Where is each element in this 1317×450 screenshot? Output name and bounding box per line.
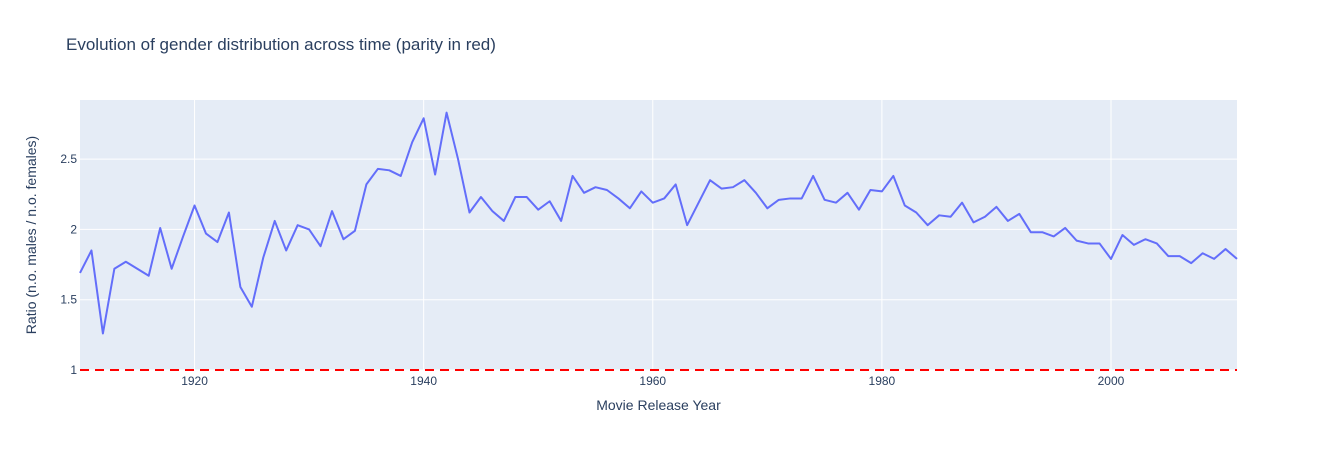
x-tick-label: 1980: [869, 374, 896, 388]
x-tick-label: 1940: [410, 374, 437, 388]
y-tick-label: 1.5: [60, 293, 77, 307]
x-tick-label: 1960: [639, 374, 666, 388]
y-axis-title: Ratio (n.o. males / n.o. females): [23, 136, 39, 334]
chart-title: Evolution of gender distribution across …: [66, 35, 496, 54]
x-tick-label: 2000: [1098, 374, 1125, 388]
series-lines: [79, 111, 1238, 371]
y-tick-label: 2: [70, 222, 77, 236]
y-tick-label: 1: [70, 363, 77, 377]
y-tick-label: 2.5: [60, 152, 77, 166]
ratio-series-line: [79, 111, 1238, 335]
x-tick-label: 1920: [181, 374, 208, 388]
x-axis-title: Movie Release Year: [596, 397, 721, 413]
plot-area: [80, 100, 1237, 370]
tick-labels: 1920 1940 1960 1980 2000 1 1.5 2 2.5: [60, 152, 1124, 388]
